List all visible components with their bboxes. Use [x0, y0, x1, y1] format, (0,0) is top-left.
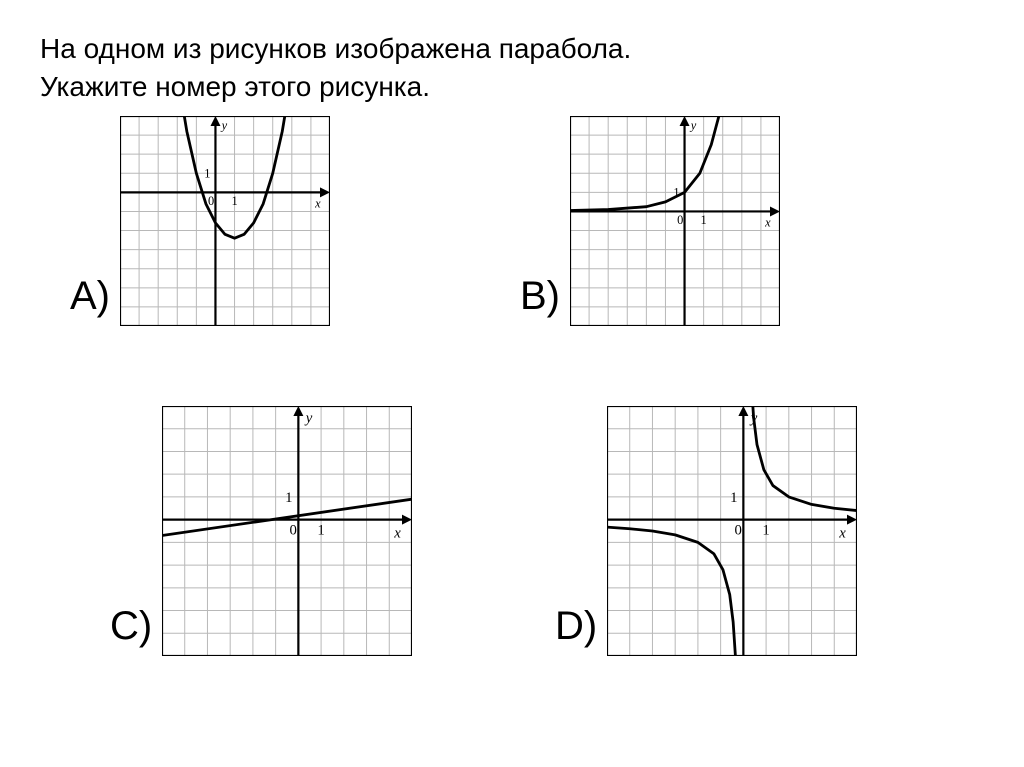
option-b[interactable]: B)011xy [520, 116, 780, 326]
option-c[interactable]: C) 0 1 1 x y [110, 406, 412, 656]
axis-origin-label: 0 [208, 193, 214, 207]
axis-origin-label: 0 [677, 212, 683, 226]
chart-c: 0 1 1 x y [162, 406, 412, 656]
axis-one-x-label: 1 [231, 193, 237, 207]
question-text: На одном из рисунков изображена парабола… [40, 30, 984, 106]
chart-d: 011xy [607, 406, 857, 656]
option-label-d: D) [555, 606, 597, 656]
chart-a: 0 1 1 x y [120, 116, 330, 326]
axis-one-x-label: 1 [763, 522, 770, 538]
axis-y-label: y [304, 410, 313, 426]
axis-y-label: y [689, 118, 697, 132]
axis-x-label: x [393, 525, 401, 541]
option-d[interactable]: D)011xy [555, 406, 857, 656]
axis-x-label: x [314, 196, 321, 210]
chart-wrap-b: 011xy [570, 116, 780, 326]
axis-origin-label: 0 [290, 522, 297, 538]
question-line-1: На одном из рисунков изображена парабола… [40, 33, 631, 64]
axis-x-label: x [764, 215, 771, 229]
options-grid: A)011xyB)011xyC)011xyD)011xy [40, 116, 980, 716]
chart-wrap-d: 011xy [607, 406, 857, 656]
axis-y-label: y [220, 118, 228, 132]
chart-b: 011xy [570, 116, 780, 326]
option-label-c: C) [110, 606, 152, 656]
option-label-b: B) [520, 276, 560, 326]
chart-wrap-a: 0 1 1 x y [120, 116, 330, 326]
axis-one-y-label: 1 [204, 166, 210, 180]
option-label-a: A) [70, 276, 110, 326]
axis-one-x-label: 1 [318, 522, 325, 538]
chart-wrap-c: 0 1 1 x y [162, 406, 412, 656]
axis-one-y-label: 1 [730, 490, 737, 506]
axis-one-y-label: 1 [285, 490, 292, 506]
axis-origin-label: 0 [735, 522, 742, 538]
page: На одном из рисунков изображена парабола… [0, 0, 1024, 746]
axis-x-label: x [838, 525, 846, 541]
question-line-2: Укажите номер этого рисунка. [40, 71, 430, 102]
option-a[interactable]: A) 0 1 1 x y [70, 116, 330, 326]
axis-one-x-label: 1 [701, 212, 707, 226]
